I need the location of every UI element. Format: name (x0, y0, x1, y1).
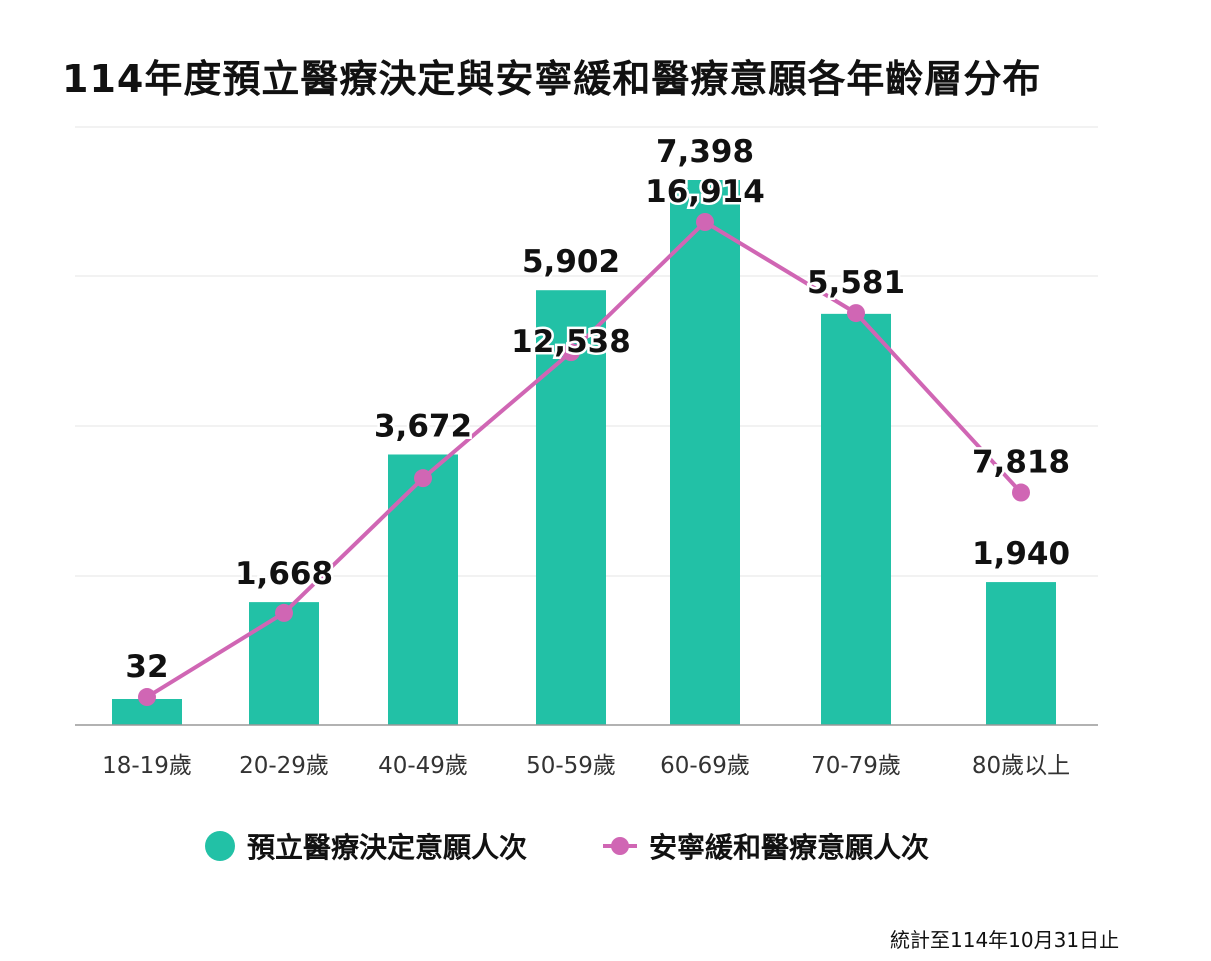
bar (670, 180, 740, 725)
line-point (275, 603, 293, 622)
data-label: 5,902 (522, 244, 620, 280)
bar (249, 602, 319, 725)
x-tick-label: 80歲以上 (972, 753, 1070, 779)
x-tick-label: 70-79歲 (811, 753, 901, 779)
data-label: 7,398 (656, 134, 754, 170)
data-label: 5,581 (807, 265, 905, 301)
data-label: 3,672 (374, 408, 472, 444)
x-tick-label: 18-19歲 (102, 753, 192, 779)
legend-bar-label: 預立醫療決定意願人次 (247, 831, 528, 864)
data-label: 1,940 (972, 536, 1070, 572)
x-tick-label: 50-59歲 (526, 753, 616, 779)
data-label: 1,668 (235, 556, 333, 592)
legend-bar-marker-icon (205, 831, 235, 861)
data-label: 16,914 (645, 174, 765, 210)
legend-line-label: 安寧緩和醫療意願人次 (649, 831, 930, 864)
x-tick-label: 20-29歲 (239, 753, 329, 779)
line-point (562, 343, 580, 362)
line-point (847, 304, 865, 323)
data-label: 32 (125, 649, 168, 685)
footnote: 統計至114年10月31日止 (890, 928, 1120, 952)
line-point (696, 213, 714, 231)
legend-item-bar: 預立醫療決定意願人次 (205, 826, 527, 866)
bar (821, 313, 891, 725)
line-point (138, 688, 156, 707)
data-label: 12,538 (511, 324, 631, 360)
line-point (1012, 483, 1030, 502)
bar (986, 582, 1056, 725)
chart-title: 114年度預立醫療決定與安寧緩和醫療意願各年齡層分布 (62, 57, 1042, 101)
x-tick-label: 40-49歲 (378, 753, 468, 779)
legend-line-marker-icon (603, 836, 637, 856)
line-point (414, 469, 432, 488)
bar (536, 290, 606, 725)
x-tick-label: 60-69歲 (660, 753, 750, 779)
legend-item-line: 安寧緩和醫療意願人次 (603, 826, 929, 866)
bar (388, 454, 458, 725)
data-label: 7,818 (972, 445, 1070, 481)
